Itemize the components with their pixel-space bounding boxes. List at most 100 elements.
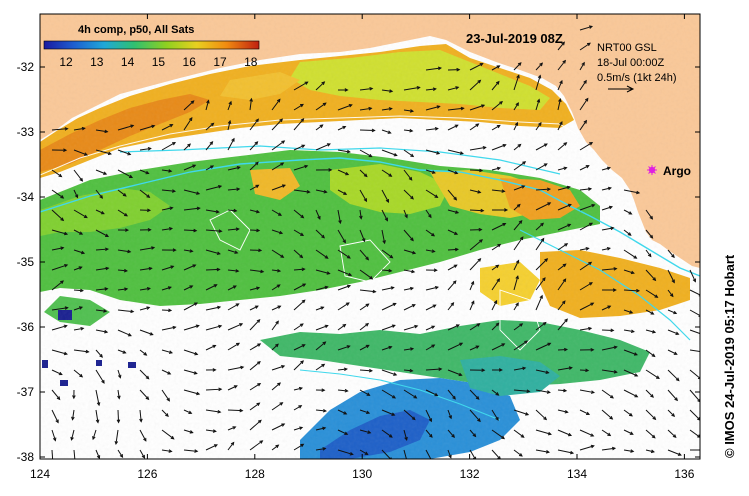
current-vector bbox=[95, 169, 107, 175]
current-vector bbox=[315, 325, 328, 331]
current-vector-head bbox=[300, 214, 305, 219]
info-line-2: 18-Jul 00:00Z bbox=[597, 57, 665, 69]
current-vector-head bbox=[702, 351, 705, 354]
current-vector bbox=[139, 369, 150, 380]
current-vector bbox=[95, 267, 109, 271]
current-vector-head bbox=[453, 264, 458, 268]
current-vector-head bbox=[145, 170, 150, 175]
current-vector-head bbox=[324, 285, 329, 290]
colorbar-tick-label: 15 bbox=[152, 55, 166, 69]
current-vector bbox=[315, 143, 331, 151]
current-vector-head bbox=[501, 343, 506, 347]
current-vector-head bbox=[72, 395, 76, 400]
current-vector bbox=[381, 129, 391, 134]
current-vector bbox=[667, 409, 675, 417]
current-vector bbox=[51, 229, 68, 235]
current-vector-head bbox=[455, 210, 460, 214]
current-vector-head bbox=[105, 266, 110, 271]
current-vector-head bbox=[543, 143, 548, 147]
current-vector bbox=[491, 322, 500, 331]
current-vector bbox=[425, 169, 436, 174]
current-vector bbox=[601, 346, 617, 351]
current-vector bbox=[293, 189, 310, 193]
current-vector-head bbox=[585, 247, 590, 251]
current-vector-head bbox=[300, 360, 305, 365]
current-vector-head bbox=[476, 323, 481, 327]
current-vector-head bbox=[611, 446, 617, 451]
current-vector-head bbox=[189, 249, 194, 253]
current-vector-head bbox=[231, 137, 235, 142]
current-vector-head bbox=[652, 416, 657, 421]
current-vector-head bbox=[526, 389, 531, 393]
current-vector bbox=[73, 189, 78, 198]
current-vector-head bbox=[344, 431, 349, 435]
current-vector bbox=[579, 188, 592, 191]
current-vector bbox=[205, 122, 214, 131]
current-vector bbox=[117, 125, 134, 131]
current-vector-head bbox=[278, 212, 282, 216]
current-vector bbox=[623, 289, 639, 292]
current-vector-head bbox=[171, 189, 177, 193]
current-vector bbox=[403, 189, 414, 200]
current-vector-head bbox=[196, 206, 201, 211]
current-vector-head bbox=[233, 208, 238, 213]
current-vector bbox=[689, 429, 700, 438]
current-vector bbox=[205, 344, 216, 351]
current-vector-head bbox=[411, 304, 416, 308]
current-vector-head bbox=[193, 371, 198, 375]
current-vector bbox=[205, 165, 214, 171]
current-vector bbox=[601, 447, 616, 451]
current-vector-head bbox=[194, 351, 199, 356]
current-vector-head bbox=[104, 129, 109, 134]
current-vector-head bbox=[346, 345, 351, 349]
current-vector bbox=[469, 169, 483, 172]
current-vector bbox=[513, 302, 519, 311]
current-vector bbox=[403, 287, 414, 291]
current-vector bbox=[579, 282, 593, 291]
current-vector bbox=[73, 249, 85, 254]
current-vector-head bbox=[517, 62, 522, 66]
current-vector-head bbox=[277, 305, 282, 309]
current-vector bbox=[425, 149, 440, 155]
current-vector-head bbox=[428, 418, 432, 423]
current-vector bbox=[51, 128, 68, 131]
current-vector bbox=[557, 243, 568, 251]
current-vector-head bbox=[147, 228, 152, 232]
current-vector-head bbox=[496, 65, 501, 69]
current-vector-head bbox=[499, 100, 503, 105]
current-vector-head bbox=[279, 230, 284, 235]
current-vector bbox=[469, 63, 483, 71]
current-vector bbox=[381, 409, 395, 416]
current-vector bbox=[491, 264, 499, 271]
current-vector-head bbox=[279, 118, 284, 123]
current-vector bbox=[381, 189, 389, 203]
current-vector bbox=[579, 261, 592, 271]
current-vector bbox=[381, 324, 396, 331]
current-vector-head bbox=[55, 419, 59, 424]
current-vector bbox=[139, 125, 155, 131]
current-vector bbox=[623, 369, 638, 377]
current-vector-head bbox=[165, 413, 169, 417]
current-vector-head bbox=[232, 426, 237, 430]
current-vector bbox=[51, 389, 61, 400]
current-vector bbox=[51, 349, 68, 355]
current-vector-head bbox=[143, 437, 147, 442]
current-vector-head bbox=[504, 208, 509, 212]
current-vector bbox=[447, 124, 458, 131]
current-vector bbox=[623, 249, 637, 259]
current-vector bbox=[381, 249, 393, 259]
current-vector bbox=[249, 98, 252, 111]
current-vector bbox=[249, 269, 264, 273]
current-vector-head bbox=[542, 321, 547, 326]
current-vector bbox=[513, 260, 520, 271]
current-vector bbox=[293, 249, 303, 258]
current-vector bbox=[513, 144, 521, 151]
current-vector bbox=[227, 385, 238, 391]
current-vector bbox=[513, 449, 523, 457]
y-tick-label: -32 bbox=[17, 60, 35, 74]
current-vector bbox=[271, 343, 279, 351]
current-vector-head bbox=[437, 66, 442, 71]
current-vector bbox=[359, 149, 372, 158]
current-vector bbox=[183, 207, 200, 211]
current-vector-head bbox=[365, 256, 370, 261]
